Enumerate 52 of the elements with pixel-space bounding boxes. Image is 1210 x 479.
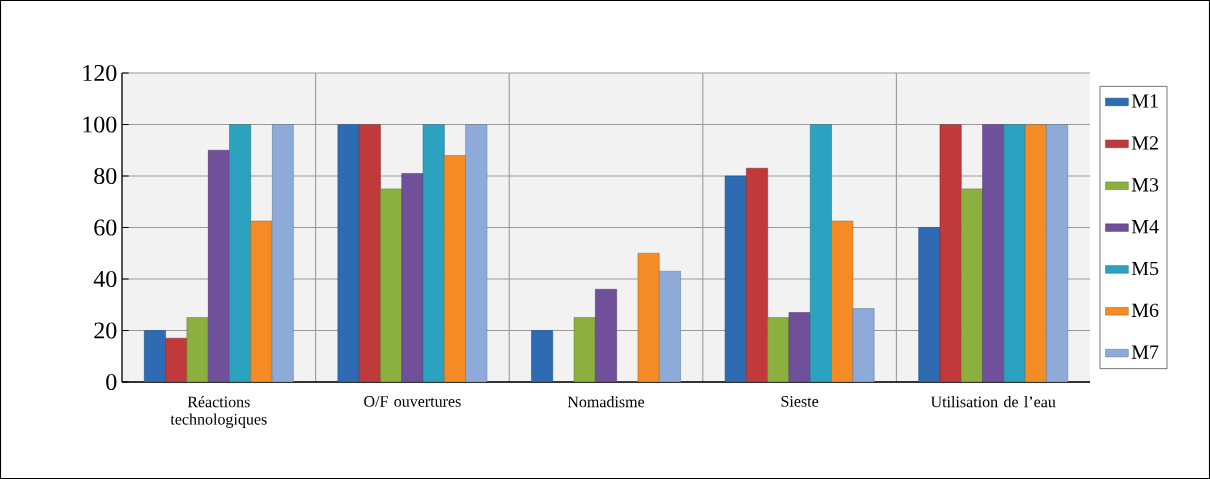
bar bbox=[831, 220, 854, 382]
bar bbox=[229, 124, 252, 382]
legend-label: M2 bbox=[1131, 136, 1158, 150]
bar bbox=[746, 168, 768, 382]
x-tick-label: Utilisation de l’eau bbox=[930, 396, 1056, 408]
bar bbox=[531, 330, 554, 382]
bar bbox=[960, 188, 983, 382]
bar bbox=[144, 330, 166, 382]
bar bbox=[186, 317, 209, 382]
x-tick-label: Réactions technologiques bbox=[170, 396, 267, 428]
bar bbox=[724, 175, 747, 382]
bar bbox=[165, 337, 188, 382]
bar bbox=[271, 124, 294, 382]
bar bbox=[207, 149, 230, 382]
legend-label: M1 bbox=[1131, 94, 1158, 108]
y-tick-label: 60 bbox=[94, 219, 117, 236]
legend-label: M6 bbox=[1131, 303, 1159, 318]
bar bbox=[637, 252, 660, 382]
legend-label: M3 bbox=[1131, 178, 1159, 192]
bar bbox=[767, 317, 790, 382]
y-tick-label: 100 bbox=[83, 116, 117, 133]
bar bbox=[918, 227, 941, 382]
bar bbox=[465, 124, 488, 382]
bar bbox=[1046, 124, 1069, 382]
bar bbox=[939, 124, 962, 382]
y-tick-label: 20 bbox=[94, 322, 117, 339]
legend-label: M7 bbox=[1131, 345, 1159, 359]
bar bbox=[852, 308, 875, 382]
bar bbox=[809, 124, 832, 382]
bar bbox=[337, 124, 360, 382]
bar bbox=[444, 155, 466, 382]
bar bbox=[1003, 124, 1026, 382]
bar bbox=[595, 289, 617, 382]
x-tick-label: O/F ouvertures bbox=[364, 396, 461, 407]
y-tick-label: 120 bbox=[83, 64, 117, 82]
bar bbox=[422, 124, 445, 382]
bar bbox=[401, 173, 424, 382]
bar bbox=[788, 312, 811, 382]
legend-label: M5 bbox=[1131, 261, 1159, 276]
y-tick-label: 80 bbox=[94, 167, 117, 185]
bar bbox=[658, 271, 681, 382]
bar bbox=[573, 317, 596, 382]
bar bbox=[380, 188, 403, 382]
x-tick-label: Sieste bbox=[781, 396, 819, 407]
legend-label: M4 bbox=[1131, 220, 1159, 234]
bar bbox=[982, 124, 1005, 382]
bar bbox=[250, 220, 273, 382]
bar bbox=[358, 124, 381, 382]
x-tick-label: Nomadisme bbox=[567, 396, 645, 408]
bar bbox=[1024, 124, 1047, 382]
y-tick-label: 40 bbox=[93, 270, 117, 288]
y-tick-label: 0 bbox=[106, 373, 117, 391]
